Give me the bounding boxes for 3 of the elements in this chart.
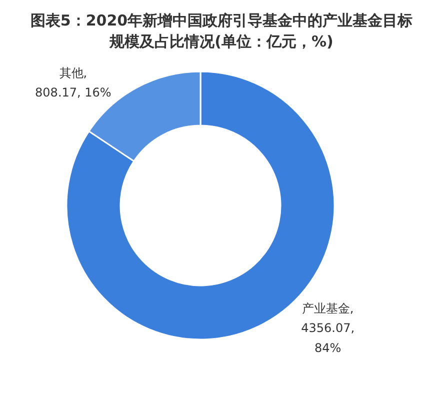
slice-label: 其他, 808.17, 16%	[35, 66, 112, 100]
slice-label: 产业基金, 4356.07, 84%	[301, 302, 355, 355]
chart-title: 图表5：2020年新增中国政府引导基金中的产业基金目标规模及占比情况(单位：亿元，%)	[30, 12, 413, 50]
